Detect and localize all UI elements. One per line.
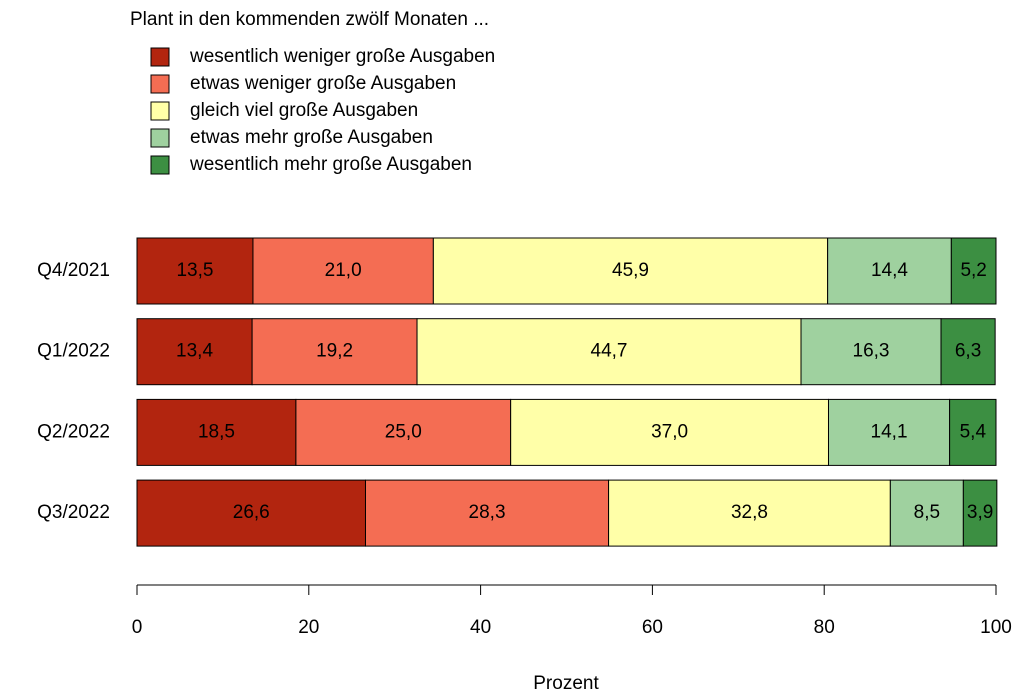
value-label: 5,4 bbox=[960, 421, 987, 442]
value-label: 21,0 bbox=[325, 260, 362, 281]
legend-swatch bbox=[150, 47, 170, 67]
value-label: 26,6 bbox=[233, 502, 270, 523]
bar-segment bbox=[608, 479, 891, 547]
value-label: 14,4 bbox=[871, 260, 908, 281]
value-label: 13,5 bbox=[176, 260, 213, 281]
value-label: 16,3 bbox=[853, 341, 890, 362]
y-tick-label: Q4/2021 bbox=[37, 260, 110, 281]
value-label: 6,3 bbox=[955, 341, 981, 362]
bar-segment bbox=[136, 479, 366, 547]
x-tick-label: 40 bbox=[470, 617, 491, 638]
legend-label: wesentlich mehr große Ausgaben bbox=[189, 154, 472, 175]
bar-segment bbox=[136, 237, 254, 305]
value-label: 5,2 bbox=[960, 260, 986, 281]
y-tick-label: Q1/2022 bbox=[37, 341, 110, 362]
bar-segment bbox=[432, 237, 829, 305]
legend-swatch bbox=[150, 155, 170, 175]
x-tick-label: 80 bbox=[814, 617, 835, 638]
x-tick-label: 20 bbox=[298, 617, 319, 638]
bar-segment bbox=[295, 398, 512, 466]
bar-segment bbox=[940, 318, 996, 386]
value-label: 3,9 bbox=[967, 502, 993, 523]
legend-label: gleich viel große Ausgaben bbox=[190, 100, 418, 121]
x-axis-label: Prozent bbox=[533, 673, 599, 694]
bar-segment bbox=[827, 398, 951, 466]
value-label: 19,2 bbox=[316, 341, 353, 362]
y-tick-label: Q3/2022 bbox=[37, 502, 110, 523]
value-label: 28,3 bbox=[469, 502, 506, 523]
legend-label: etwas mehr große Ausgaben bbox=[190, 127, 433, 148]
bar-segment bbox=[136, 318, 253, 386]
legend-label: etwas weniger große Ausgaben bbox=[190, 73, 456, 94]
bar-segment bbox=[416, 318, 802, 386]
x-tick-label: 60 bbox=[642, 617, 663, 638]
legend-swatch bbox=[150, 74, 170, 94]
value-label: 37,0 bbox=[651, 421, 688, 442]
legend-title: Plant in den kommenden zwölf Monaten ... bbox=[130, 9, 489, 30]
value-label: 32,8 bbox=[731, 502, 768, 523]
y-tick-label: Q2/2022 bbox=[37, 421, 110, 442]
value-label: 18,5 bbox=[198, 421, 235, 442]
value-label: 25,0 bbox=[385, 421, 422, 442]
value-label: 44,7 bbox=[591, 341, 628, 362]
x-tick-label: 0 bbox=[132, 617, 143, 638]
x-tick-label: 100 bbox=[980, 617, 1012, 638]
bar-segment bbox=[364, 479, 610, 547]
bar-segment bbox=[950, 237, 997, 305]
bar-segment bbox=[827, 237, 952, 305]
legend-label: wesentlich weniger große Ausgaben bbox=[189, 46, 495, 67]
legend-swatch bbox=[150, 128, 170, 148]
bar-segment bbox=[962, 479, 998, 547]
bar-segment bbox=[889, 479, 964, 547]
bar-segment bbox=[136, 398, 297, 466]
legend-swatch bbox=[150, 101, 170, 121]
bar-segment bbox=[949, 398, 997, 466]
bar-segment bbox=[800, 318, 942, 386]
value-label: 13,4 bbox=[176, 341, 213, 362]
bar-segment bbox=[510, 398, 829, 466]
value-label: 14,1 bbox=[871, 421, 908, 442]
value-label: 8,5 bbox=[914, 502, 940, 523]
value-label: 45,9 bbox=[612, 260, 649, 281]
bar-segment bbox=[252, 237, 434, 305]
